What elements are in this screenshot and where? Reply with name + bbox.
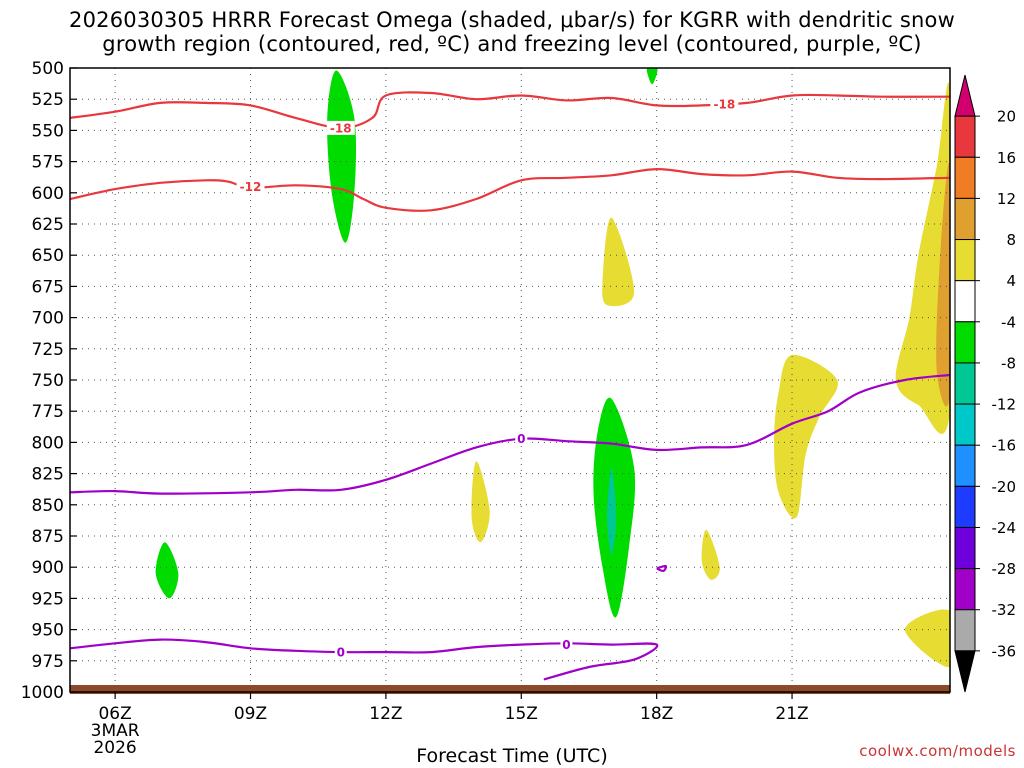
omega-region-8	[774, 354, 838, 519]
y-tick-label-500: 500	[32, 59, 64, 79]
colorbar-label--16: -16	[992, 437, 1017, 455]
y-tick-label-600: 600	[32, 184, 64, 204]
x-tick-label-12Z: 12Z	[369, 704, 402, 724]
chart-title-line-2: growth region (contoured, red, ºC) and f…	[102, 32, 922, 56]
colorbar-label-8: 8	[1006, 231, 1016, 249]
contour-line-4	[656, 564, 668, 573]
y-tick-label-700: 700	[32, 309, 64, 329]
contour-label-bg-5	[560, 637, 573, 652]
contour-label-bg-1	[710, 97, 739, 112]
colorbar-band-4	[954, 239, 976, 282]
contour-label-bg-2	[236, 179, 265, 194]
x-axis-title: Forecast Time (UTC)	[416, 745, 608, 767]
contour-label-3: 0	[517, 432, 525, 446]
y-tick-label-675: 675	[32, 277, 64, 297]
ground-surface	[70, 685, 950, 694]
colorbar-band-9	[954, 444, 976, 487]
colorbar: 20 16 12 8 4 -4 -8 -12 -16 -20 -24 -28 -32 -36	[954, 74, 1017, 693]
contour-line-2	[70, 373, 950, 495]
chart-title: 2026030305 HRRR Forecast Omega (shaded, …	[0, 8, 1024, 56]
colorbar-label-12: 12	[997, 190, 1016, 208]
contour-line-1	[70, 167, 950, 212]
colorbar-band-13	[954, 609, 976, 652]
colorbar-band-6	[954, 321, 976, 364]
contour-labels-layer: -18 -18 -12 0 0 0	[236, 97, 739, 660]
site-credit: coolwx.com/models	[859, 742, 1016, 760]
y-tick-label-900: 900	[32, 558, 64, 578]
contour-label-2: -12	[240, 180, 262, 194]
y-tick-label-800: 800	[32, 433, 64, 453]
omega-region-11	[904, 609, 950, 668]
colorbar-band-10	[954, 485, 976, 528]
omega-region-7	[701, 529, 720, 580]
contour-lines-layer	[70, 91, 950, 681]
y-tick-label-950: 950	[32, 621, 64, 641]
y-tick-label-725: 725	[32, 340, 64, 360]
y-tick-label-750: 750	[32, 371, 64, 391]
contour-label-5: 0	[562, 638, 570, 652]
y-tick-label-925: 925	[32, 589, 64, 609]
colorbar-bottom-arrow	[954, 650, 976, 693]
y-tick-label-1000: 1000	[21, 683, 64, 703]
contour-label-4: 0	[337, 646, 345, 660]
omega-region-5	[471, 461, 490, 543]
y-tick-label-825: 825	[32, 465, 64, 485]
contour-line-0	[70, 91, 950, 129]
colorbar-band-12	[954, 568, 976, 611]
omega-region-4	[607, 467, 617, 555]
contour-label-bg-3	[515, 431, 528, 446]
colorbar-label-16: 16	[997, 149, 1016, 167]
colorbar-label--28: -28	[992, 560, 1017, 578]
colorbar-band-1	[954, 115, 976, 158]
y-tick-label-550: 550	[32, 121, 64, 141]
chart-title-line-1: 2026030305 HRRR Forecast Omega (shaded, …	[69, 8, 955, 32]
contour-line-3	[70, 638, 659, 681]
gridlines	[70, 68, 950, 692]
y-tick-label-775: 775	[32, 402, 64, 422]
contour-label-bg-0	[326, 120, 355, 135]
y-tick-label-575: 575	[32, 153, 64, 173]
omega-shading-layer	[155, 68, 950, 668]
contour-label-0: -18	[330, 121, 352, 135]
omega-region-1	[646, 68, 658, 85]
colorbar-band-3	[954, 197, 976, 241]
contour-label-1: -18	[714, 98, 736, 112]
colorbar-band-7	[954, 362, 976, 405]
colorbar-label--36: -36	[992, 642, 1017, 660]
x-tick-label-18Z: 18Z	[640, 704, 673, 724]
colorbar-label--24: -24	[992, 519, 1017, 537]
x-date-label-1: 2026	[93, 738, 136, 758]
omega-region-6	[155, 542, 179, 599]
y-tick-label-875: 875	[32, 527, 64, 547]
x-tick-label-21Z: 21Z	[775, 704, 808, 724]
colorbar-label--20: -20	[992, 478, 1017, 496]
colorbar-band-11	[954, 526, 976, 570]
y-tick-label-850: 850	[32, 496, 64, 516]
y-axis: 500 525 550 575 600 625 650 675 700 725 750 775 800 8…	[21, 59, 77, 703]
x-tick-label-09Z: 09Z	[234, 704, 267, 724]
x-date-label-0: 3MAR	[91, 721, 140, 741]
y-tick-label-650: 650	[32, 246, 64, 266]
y-tick-label-625: 625	[32, 215, 64, 235]
omega-region-2	[602, 217, 635, 307]
omega-region-10	[936, 162, 950, 407]
colorbar-label--4: -4	[1001, 313, 1016, 331]
colorbar-top-arrow	[954, 74, 976, 117]
x-tick-label-06Z: 06Z	[98, 704, 131, 724]
colorbar-label-20: 20	[997, 108, 1016, 126]
colorbar-label--12: -12	[992, 396, 1017, 414]
colorbar-band-8	[954, 403, 976, 446]
omega-region-0	[327, 70, 357, 243]
colorbar-label--8: -8	[1001, 354, 1016, 372]
contour-label-bg-4	[334, 645, 347, 660]
y-tick-label-975: 975	[32, 652, 64, 672]
x-tick-label-15Z: 15Z	[505, 704, 538, 724]
y-tick-label-525: 525	[32, 90, 64, 110]
colorbar-label--32: -32	[992, 601, 1017, 619]
colorbar-band-5	[954, 280, 976, 323]
colorbar-label-4: 4	[1006, 272, 1016, 290]
colorbar-band-2	[954, 156, 976, 199]
